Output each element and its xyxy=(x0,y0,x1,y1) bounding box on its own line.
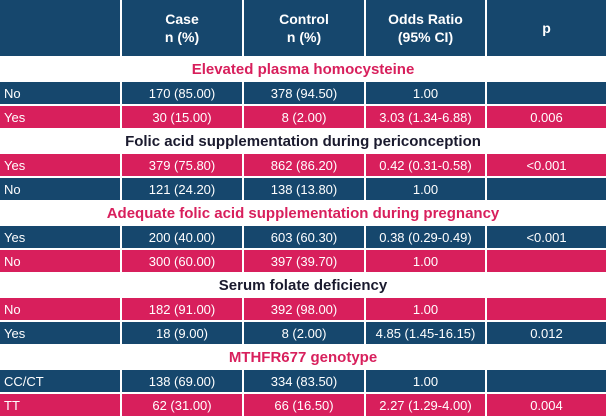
header-line: Case xyxy=(165,11,199,27)
table-cell: 200 (40.00) xyxy=(122,226,242,248)
table-cell: 170 (85.00) xyxy=(122,82,242,104)
header-line: n (%) xyxy=(286,29,322,45)
table-cell: 66 (16.50) xyxy=(244,394,364,416)
table-cell: 4.85 (1.45-16.15) xyxy=(366,322,485,344)
header-line: Control xyxy=(279,11,329,27)
table-cell: 138 (13.80) xyxy=(244,178,364,200)
row-label: Yes xyxy=(0,106,120,128)
row-label: Yes xyxy=(0,322,120,344)
table-cell: 8 (2.00) xyxy=(244,106,364,128)
section-title: Adequate folic acid supplementation duri… xyxy=(0,202,606,224)
row-label: TT xyxy=(0,394,120,416)
row-label: Yes xyxy=(0,226,120,248)
table-cell: 1.00 xyxy=(366,178,485,200)
row-label: No xyxy=(0,82,120,104)
table-cell: 0.38 (0.29-0.49) xyxy=(366,226,485,248)
row-label: Yes xyxy=(0,154,120,176)
table-cell: 182 (91.00) xyxy=(122,298,242,320)
table-cell: 3.03 (1.34-6.88) xyxy=(366,106,485,128)
table-cell: 30 (15.00) xyxy=(122,106,242,128)
table-cell: 2.27 (1.29-4.00) xyxy=(366,394,485,416)
table-cell xyxy=(487,82,606,104)
row-label: CC/CT xyxy=(0,370,120,392)
table-cell: 1.00 xyxy=(366,370,485,392)
header-cell: Case n (%) xyxy=(122,0,242,56)
table-cell: 862 (86.20) xyxy=(244,154,364,176)
table-cell: 62 (31.00) xyxy=(122,394,242,416)
table-cell: 138 (69.00) xyxy=(122,370,242,392)
table-cell: 0.42 (0.31-0.58) xyxy=(366,154,485,176)
table-cell: 397 (39.70) xyxy=(244,250,364,272)
table-cell xyxy=(487,178,606,200)
header-line: n (%) xyxy=(164,29,200,45)
table-cell: 379 (75.80) xyxy=(122,154,242,176)
header-line: Odds Ratio xyxy=(388,11,463,27)
table-cell: 300 (60.00) xyxy=(122,250,242,272)
header-line: (95% CI) xyxy=(397,29,454,45)
section-title: MTHFR677 genotype xyxy=(0,346,606,368)
header-cell: Odds Ratio (95% CI) xyxy=(366,0,485,56)
table-cell: 378 (94.50) xyxy=(244,82,364,104)
table-cell: 1.00 xyxy=(366,250,485,272)
row-label: No xyxy=(0,298,120,320)
table-cell: 603 (60.30) xyxy=(244,226,364,248)
row-label: No xyxy=(0,178,120,200)
table-cell: <0.001 xyxy=(487,226,606,248)
table-cell xyxy=(487,370,606,392)
row-label: No xyxy=(0,250,120,272)
table-cell: 1.00 xyxy=(366,82,485,104)
table-cell: 18 (9.00) xyxy=(122,322,242,344)
header-cell: Control n (%) xyxy=(244,0,364,56)
table-cell: 0.004 xyxy=(487,394,606,416)
header-cell: p xyxy=(487,0,606,56)
section-title: Folic acid supplementation during perico… xyxy=(0,130,606,152)
table-cell: 334 (83.50) xyxy=(244,370,364,392)
header-line: p xyxy=(542,20,551,36)
section-title: Elevated plasma homocysteine xyxy=(0,58,606,80)
section-title: Serum folate deficiency xyxy=(0,274,606,296)
table-cell: 0.006 xyxy=(487,106,606,128)
header-cell xyxy=(0,0,120,56)
table-cell: 392 (98.00) xyxy=(244,298,364,320)
table-cell xyxy=(487,298,606,320)
table-cell: 121 (24.20) xyxy=(122,178,242,200)
table-cell: 1.00 xyxy=(366,298,485,320)
table-cell xyxy=(487,250,606,272)
table-cell: <0.001 xyxy=(487,154,606,176)
table-cell: 0.012 xyxy=(487,322,606,344)
table-cell: 8 (2.00) xyxy=(244,322,364,344)
